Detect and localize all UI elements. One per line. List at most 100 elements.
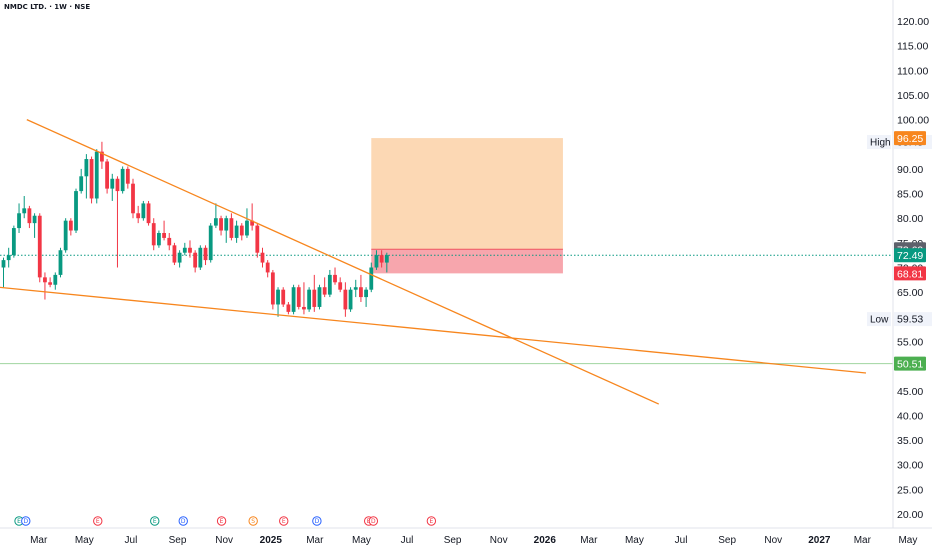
y-tick-label: 55.00 — [897, 336, 923, 348]
candle — [146, 200, 151, 226]
event-circle — [279, 516, 289, 526]
candle-body — [245, 220, 249, 236]
candle-body — [270, 272, 275, 305]
candle — [276, 287, 280, 317]
descending-resistance-line[interactable] — [26, 119, 660, 405]
candle-body — [198, 247, 203, 268]
event-circle — [312, 516, 322, 526]
y-tick-label: 115.00 — [897, 41, 928, 53]
y-tick-label: 100.00 — [897, 115, 929, 127]
candle-body — [250, 220, 255, 226]
price-axis[interactable]: 20.0025.0030.0035.0040.0045.0050.0055.00… — [867, 0, 932, 528]
low-label: Low 59.53 — [867, 312, 932, 327]
candle-body — [89, 159, 94, 199]
event-marker[interactable]: D — [312, 516, 322, 526]
event-circle — [216, 516, 227, 526]
event-marker[interactable]: E — [14, 516, 24, 526]
candle — [234, 220, 239, 243]
x-tick-label: 2025 — [260, 535, 283, 546]
support-badge-bg — [894, 356, 926, 371]
candle-body — [224, 218, 229, 231]
position-tool[interactable] — [371, 138, 563, 274]
candle-body — [94, 151, 99, 199]
event-marker[interactable]: E — [279, 516, 289, 526]
candle — [172, 242, 177, 266]
candle — [229, 213, 234, 241]
candle-body — [296, 287, 301, 307]
horizontal-lines — [0, 254, 893, 365]
candle — [11, 225, 16, 258]
candle-body — [229, 218, 234, 238]
last-price-badge-text: 72.49 — [897, 250, 923, 262]
time-axis[interactable]: Mar May Jul Sep Nov 2025 Mar May Jul Sep Nov 2026 Ma… — [0, 527, 932, 546]
candle-body — [63, 220, 68, 251]
target-badge[interactable]: 96.25 — [894, 131, 926, 146]
event-letter: S — [251, 518, 255, 525]
event-marker[interactable]: E — [216, 516, 227, 526]
event-letter: D — [315, 518, 320, 525]
event-marker[interactable]: D — [368, 516, 379, 526]
candle — [37, 213, 42, 283]
candle — [17, 203, 21, 233]
symbol-title[interactable]: NMDC LTD. · 1W · NSE — [4, 3, 91, 11]
candle — [53, 272, 58, 290]
event-marker[interactable]: E — [150, 516, 160, 526]
candle-body — [265, 262, 270, 273]
trendlines[interactable] — [0, 119, 867, 405]
event-marker[interactable]: E — [426, 516, 437, 526]
event-marker[interactable]: E — [93, 516, 103, 526]
x-tick-label: Nov — [215, 535, 233, 546]
stop-badge-text: 68.81 — [897, 268, 923, 280]
target-zone[interactable] — [371, 138, 563, 250]
descending-support-line[interactable] — [0, 286, 867, 374]
candle — [94, 149, 99, 204]
candle-body — [255, 225, 260, 253]
candle — [157, 230, 161, 248]
candle — [224, 215, 229, 243]
y-tick-label: 80.00 — [897, 213, 923, 225]
candle-body — [172, 245, 177, 263]
x-tick-label: May — [625, 535, 644, 546]
candle-body — [260, 252, 265, 263]
support-badge-text: 50.51 — [897, 359, 923, 371]
stop-zone[interactable] — [371, 249, 563, 274]
stop-badge[interactable]: 68.81 — [894, 266, 926, 281]
candle — [89, 156, 94, 204]
event-circle — [426, 516, 437, 526]
support-badge[interactable]: 50.51 — [894, 356, 926, 371]
candle-body — [141, 203, 146, 219]
candle — [125, 166, 130, 189]
candle — [369, 262, 374, 293]
candle — [131, 178, 135, 219]
candle-body — [177, 252, 182, 263]
candle-body — [379, 255, 384, 263]
candle — [136, 205, 141, 224]
last-price-badge-bg — [894, 248, 926, 263]
candle — [74, 188, 78, 233]
candle — [198, 245, 203, 270]
low-label-text: Low — [870, 315, 889, 326]
candle-body — [157, 232, 161, 246]
event-marker[interactable]: D — [21, 516, 31, 526]
candle — [250, 203, 255, 231]
candle — [105, 159, 109, 194]
candle — [379, 250, 384, 268]
candle — [333, 267, 337, 285]
high-label-text: High — [870, 138, 891, 149]
event-letter: E — [282, 518, 286, 525]
candle — [100, 141, 104, 169]
event-circle — [248, 516, 258, 526]
candle — [353, 279, 358, 298]
candle — [84, 154, 89, 199]
candle — [6, 247, 11, 268]
event-marker[interactable]: S — [248, 516, 258, 526]
candle-body — [234, 225, 239, 238]
last-price-badge[interactable]: 72.49 — [894, 248, 926, 263]
candle — [68, 218, 73, 236]
candle-body — [125, 168, 130, 184]
event-marker[interactable]: D — [178, 516, 188, 526]
candle-body — [11, 228, 16, 256]
x-tick-label: Mar — [580, 535, 598, 546]
